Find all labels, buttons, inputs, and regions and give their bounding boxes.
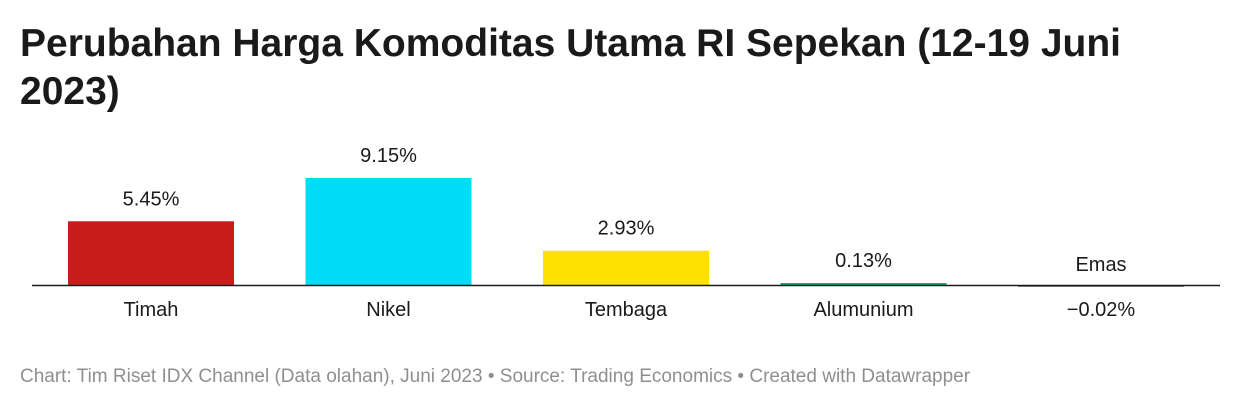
category-label-tembaga: Tembaga	[585, 299, 668, 321]
chart-footer: Chart: Tim Riset IDX Channel (Data olaha…	[20, 366, 970, 388]
category-label-alumunium: Alumunium	[813, 299, 913, 321]
bar-timah	[68, 221, 234, 285]
value-label-alumunium: 0.13%	[835, 250, 892, 272]
footer-source: Source: Trading Economics	[499, 366, 733, 387]
category-label-emas: Emas	[1075, 254, 1126, 276]
labels-group: 5.45% Timah 9.15% Nikel 2.93% Tembaga 0.13% Alu…	[123, 145, 1136, 321]
bar-nikel	[305, 178, 472, 285]
bar-chart: 5.45% Timah 9.15% Nikel 2.93% Tembaga 0.13% Alu…	[32, 145, 1220, 321]
value-label-tembaga: 2.93%	[598, 218, 655, 240]
category-label-timah: Timah	[124, 299, 179, 321]
footer-credit: Chart: Tim Riset IDX Channel (Data olaha…	[20, 366, 483, 387]
bars-group	[68, 178, 1184, 287]
bar-alumunium	[780, 283, 947, 285]
category-label-nikel: Nikel	[366, 299, 410, 321]
value-label-nikel: 9.15%	[360, 145, 417, 167]
bar-tembaga	[543, 250, 709, 285]
footer-separator: •	[482, 366, 500, 387]
footer-created: Created with Datawrapper	[749, 366, 971, 387]
chart-title: Perubahan Harga Komoditas Utama RI Sepek…	[20, 22, 1121, 113]
value-label-emas: −0.02%	[1067, 299, 1136, 321]
value-label-timah: 5.45%	[123, 188, 180, 210]
footer-separator: •	[732, 366, 750, 387]
